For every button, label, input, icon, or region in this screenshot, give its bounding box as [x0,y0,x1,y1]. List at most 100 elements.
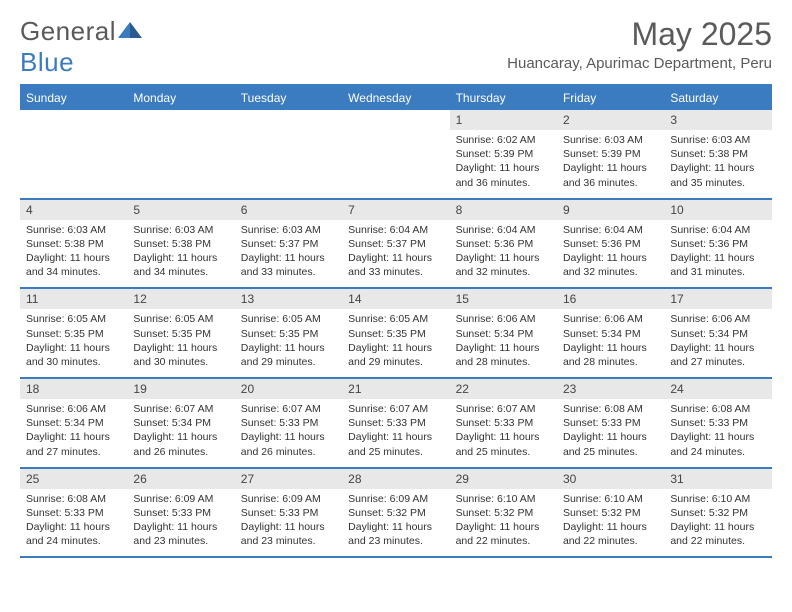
location-subtitle: Huancaray, Apurimac Department, Peru [507,55,772,72]
day-cell: Sunrise: 6:08 AMSunset: 5:33 PMDaylight:… [20,489,127,557]
day-number [342,110,449,130]
day-number: 3 [664,110,771,130]
data-row: Sunrise: 6:03 AMSunset: 5:38 PMDaylight:… [20,220,772,288]
daylight-line: Daylight: 11 hours and 31 minutes. [670,251,765,279]
sunset-line: Sunset: 5:35 PM [348,327,443,341]
day-cell: Sunrise: 6:09 AMSunset: 5:32 PMDaylight:… [342,489,449,557]
day-cell: Sunrise: 6:06 AMSunset: 5:34 PMDaylight:… [20,399,127,467]
day-cell: Sunrise: 6:08 AMSunset: 5:33 PMDaylight:… [664,399,771,467]
sunrise-line: Sunrise: 6:07 AM [133,402,228,416]
sunset-line: Sunset: 5:39 PM [456,147,551,161]
sunset-line: Sunset: 5:38 PM [670,147,765,161]
daynum-row: 25262728293031 [20,469,772,489]
day-number: 10 [664,200,771,220]
sunrise-line: Sunrise: 6:09 AM [348,492,443,506]
sunrise-line: Sunrise: 6:06 AM [670,312,765,326]
day-header-row: SundayMondayTuesdayWednesdayThursdayFrid… [20,86,772,110]
sunset-line: Sunset: 5:33 PM [26,506,121,520]
week: 123Sunrise: 6:02 AMSunset: 5:39 PMDaylig… [20,110,772,200]
daylight-line: Daylight: 11 hours and 26 minutes. [241,430,336,458]
sunrise-line: Sunrise: 6:03 AM [563,133,658,147]
daylight-line: Daylight: 11 hours and 33 minutes. [241,251,336,279]
daylight-line: Daylight: 11 hours and 23 minutes. [241,520,336,548]
logo: GeneralBlue [20,16,144,78]
day-cell [235,130,342,198]
day-number: 27 [235,469,342,489]
sunset-line: Sunset: 5:32 PM [563,506,658,520]
daylight-line: Daylight: 11 hours and 27 minutes. [670,341,765,369]
daylight-line: Daylight: 11 hours and 25 minutes. [563,430,658,458]
day-cell: Sunrise: 6:09 AMSunset: 5:33 PMDaylight:… [127,489,234,557]
sunrise-line: Sunrise: 6:05 AM [26,312,121,326]
day-number: 16 [557,289,664,309]
daylight-line: Daylight: 11 hours and 25 minutes. [348,430,443,458]
day-cell: Sunrise: 6:07 AMSunset: 5:33 PMDaylight:… [235,399,342,467]
day-number: 12 [127,289,234,309]
daylight-line: Daylight: 11 hours and 22 minutes. [670,520,765,548]
sunset-line: Sunset: 5:35 PM [26,327,121,341]
daynum-row: 11121314151617 [20,289,772,309]
daylight-line: Daylight: 11 hours and 24 minutes. [26,520,121,548]
sunset-line: Sunset: 5:36 PM [456,237,551,251]
sunset-line: Sunset: 5:35 PM [241,327,336,341]
daylight-line: Daylight: 11 hours and 28 minutes. [456,341,551,369]
day-number: 5 [127,200,234,220]
sunrise-line: Sunrise: 6:03 AM [133,223,228,237]
day-number: 6 [235,200,342,220]
daylight-line: Daylight: 11 hours and 35 minutes. [670,161,765,189]
sunrise-line: Sunrise: 6:09 AM [241,492,336,506]
sunset-line: Sunset: 5:33 PM [670,416,765,430]
sunset-line: Sunset: 5:32 PM [670,506,765,520]
day-cell: Sunrise: 6:04 AMSunset: 5:36 PMDaylight:… [450,220,557,288]
sunrise-line: Sunrise: 6:03 AM [26,223,121,237]
day-cell: Sunrise: 6:04 AMSunset: 5:36 PMDaylight:… [557,220,664,288]
data-row: Sunrise: 6:02 AMSunset: 5:39 PMDaylight:… [20,130,772,198]
day-number: 14 [342,289,449,309]
day-cell: Sunrise: 6:03 AMSunset: 5:38 PMDaylight:… [20,220,127,288]
sunset-line: Sunset: 5:33 PM [241,416,336,430]
sunset-line: Sunset: 5:37 PM [348,237,443,251]
daylight-line: Daylight: 11 hours and 34 minutes. [133,251,228,279]
day-number: 31 [664,469,771,489]
day-number: 21 [342,379,449,399]
sunset-line: Sunset: 5:33 PM [456,416,551,430]
sunset-line: Sunset: 5:33 PM [241,506,336,520]
day-number: 11 [20,289,127,309]
daylight-line: Daylight: 11 hours and 22 minutes. [563,520,658,548]
sunrise-line: Sunrise: 6:02 AM [456,133,551,147]
sunrise-line: Sunrise: 6:03 AM [670,133,765,147]
calendar: SundayMondayTuesdayWednesdayThursdayFrid… [20,84,772,558]
day-number: 8 [450,200,557,220]
week: 18192021222324Sunrise: 6:06 AMSunset: 5:… [20,379,772,469]
sunrise-line: Sunrise: 6:07 AM [456,402,551,416]
sunrise-line: Sunrise: 6:06 AM [26,402,121,416]
sunrise-line: Sunrise: 6:04 AM [670,223,765,237]
daynum-row: 123 [20,110,772,130]
week: 11121314151617Sunrise: 6:05 AMSunset: 5:… [20,289,772,379]
day-cell: Sunrise: 6:10 AMSunset: 5:32 PMDaylight:… [450,489,557,557]
sunset-line: Sunset: 5:36 PM [670,237,765,251]
daylight-line: Daylight: 11 hours and 29 minutes. [241,341,336,369]
day-cell: Sunrise: 6:05 AMSunset: 5:35 PMDaylight:… [235,309,342,377]
sunset-line: Sunset: 5:33 PM [133,506,228,520]
day-number [20,110,127,130]
daylight-line: Daylight: 11 hours and 30 minutes. [133,341,228,369]
sunset-line: Sunset: 5:39 PM [563,147,658,161]
sunset-line: Sunset: 5:36 PM [563,237,658,251]
sunrise-line: Sunrise: 6:05 AM [133,312,228,326]
sunset-line: Sunset: 5:38 PM [26,237,121,251]
day-number: 28 [342,469,449,489]
sunrise-line: Sunrise: 6:05 AM [241,312,336,326]
day-number: 19 [127,379,234,399]
daylight-line: Daylight: 11 hours and 34 minutes. [26,251,121,279]
day-cell: Sunrise: 6:05 AMSunset: 5:35 PMDaylight:… [342,309,449,377]
sunrise-line: Sunrise: 6:03 AM [241,223,336,237]
sunrise-line: Sunrise: 6:10 AM [456,492,551,506]
day-header: Monday [127,86,234,110]
day-cell [342,130,449,198]
sunrise-line: Sunrise: 6:10 AM [670,492,765,506]
sunset-line: Sunset: 5:35 PM [133,327,228,341]
day-cell: Sunrise: 6:03 AMSunset: 5:37 PMDaylight:… [235,220,342,288]
day-number: 7 [342,200,449,220]
sunset-line: Sunset: 5:32 PM [456,506,551,520]
